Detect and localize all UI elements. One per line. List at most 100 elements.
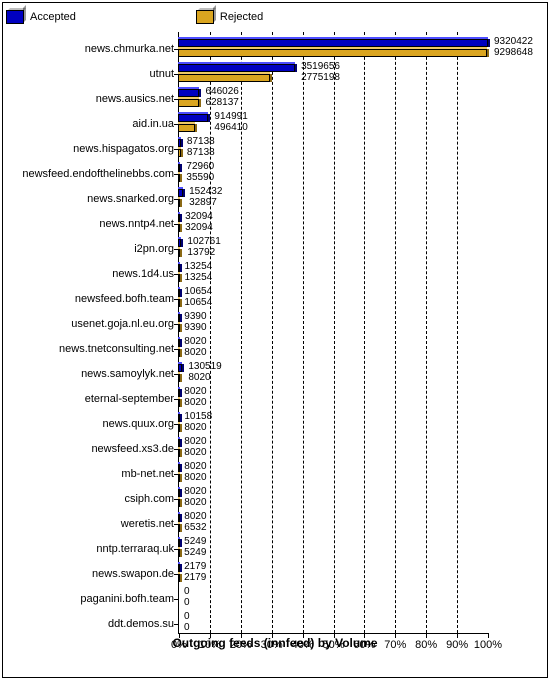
bar-rejected xyxy=(178,599,179,607)
y-label: news.1d4.us xyxy=(6,268,174,280)
legend: AcceptedRejected xyxy=(6,6,544,28)
bar-group: 80206532 xyxy=(178,513,488,534)
value-rejected: 8020 xyxy=(188,372,210,383)
value-accepted: 646026 xyxy=(205,86,238,97)
value-accepted: 130519 xyxy=(188,361,221,372)
value-accepted: 5249 xyxy=(184,536,206,547)
value-accepted: 10654 xyxy=(184,286,212,297)
table-row: newsfeed.xs3.de 80208020 xyxy=(6,436,544,461)
table-row: news.snarked.org15243232897 xyxy=(6,186,544,211)
value-accepted: 87138 xyxy=(187,136,215,147)
bar-group: 80208020 xyxy=(178,388,488,409)
bar-rejected xyxy=(178,624,179,632)
y-label: news.ausics.net xyxy=(6,93,174,105)
bar-group: 8713887138 xyxy=(178,138,488,159)
value-rejected: 2179 xyxy=(184,572,206,583)
legend-item: Accepted xyxy=(6,10,76,24)
table-row: news.nntp4.net3209432094 xyxy=(6,211,544,236)
value-accepted: 8020 xyxy=(184,486,206,497)
bar-accepted xyxy=(178,39,488,47)
table-row: news.chmurka.net93204229298648 xyxy=(6,36,544,61)
y-label: newsfeed.endofthelinebbs.com xyxy=(6,168,174,180)
value-accepted: 8020 xyxy=(184,336,206,347)
table-row: news.samoylyk.net 1305198020 xyxy=(6,361,544,386)
bar-group: 914991496410 xyxy=(178,113,488,134)
bar-group: 00 xyxy=(178,588,488,609)
bar-group: 21792179 xyxy=(178,563,488,584)
bar-group: 7296035590 xyxy=(178,163,488,184)
bar-rejected xyxy=(178,399,180,407)
value-accepted: 8020 xyxy=(184,511,206,522)
bar-group: 10276113792 xyxy=(178,238,488,259)
value-accepted: 914991 xyxy=(214,111,247,122)
value-accepted: 13254 xyxy=(184,261,212,272)
value-rejected: 9390 xyxy=(184,322,206,333)
bar-rejected xyxy=(178,549,180,557)
value-rejected: 628137 xyxy=(205,97,238,108)
bar-group: 80208020 xyxy=(178,438,488,459)
bar-group: 93909390 xyxy=(178,313,488,334)
bar-accepted xyxy=(178,89,199,97)
bar-rejected xyxy=(178,299,180,307)
y-label: eternal-september xyxy=(6,393,174,405)
table-row: news.quux.org101588020 xyxy=(6,411,544,436)
x-axis-title: Outgoing feeds (innfeed) by Volume xyxy=(6,636,544,650)
value-rejected: 10654 xyxy=(184,297,212,308)
bar-rejected xyxy=(178,524,180,532)
legend-label: Accepted xyxy=(30,11,76,23)
y-label: csiph.com xyxy=(6,493,174,505)
bar-group: 1065410654 xyxy=(178,288,488,309)
value-rejected: 9298648 xyxy=(494,47,533,58)
value-rejected: 8020 xyxy=(184,422,206,433)
table-row: news.1d4.us 1325413254 xyxy=(6,261,544,286)
bar-group: 80208020 xyxy=(178,463,488,484)
bar-rejected xyxy=(178,474,180,482)
bar-group: 1325413254 xyxy=(178,263,488,284)
table-row: utnut 35196562775198 xyxy=(6,61,544,86)
table-row: paganini.bofh.team00 xyxy=(6,586,544,611)
y-label: nntp.terraraq.uk xyxy=(6,543,174,555)
table-row: eternal-september 80208020 xyxy=(6,386,544,411)
value-rejected: 8020 xyxy=(184,347,206,358)
table-row: ddt.demos.su00 xyxy=(6,611,544,636)
bar-group: 80208020 xyxy=(178,338,488,359)
y-label: newsfeed.xs3.de xyxy=(6,443,174,455)
legend-swatch xyxy=(6,10,24,24)
y-label: aid.in.ua xyxy=(6,118,174,130)
y-label: news.swapon.de xyxy=(6,568,174,580)
value-accepted: 2179 xyxy=(184,561,206,572)
bar-group: 1305198020 xyxy=(178,363,488,384)
value-accepted: 9320422 xyxy=(494,36,533,47)
table-row: mb-net.net 80208020 xyxy=(6,461,544,486)
value-rejected: 8020 xyxy=(184,497,206,508)
y-label: usenet.goja.nl.eu.org xyxy=(6,318,174,330)
table-row: news.tnetconsulting.net80208020 xyxy=(6,336,544,361)
value-rejected: 13254 xyxy=(184,272,212,283)
y-label: utnut xyxy=(6,68,174,80)
value-accepted: 3519656 xyxy=(301,61,340,72)
y-label: news.samoylyk.net xyxy=(6,368,174,380)
bar-rejected xyxy=(178,224,180,232)
bar-group: 15243232897 xyxy=(178,188,488,209)
bar-group: 80208020 xyxy=(178,488,488,509)
bar-group: 101588020 xyxy=(178,413,488,434)
y-label: news.hispagatos.org xyxy=(6,143,174,155)
value-accepted: 152432 xyxy=(189,186,222,197)
y-label: newsfeed.bofh.team xyxy=(6,293,174,305)
value-rejected: 35590 xyxy=(186,172,214,183)
table-row: nntp.terraraq.uk52495249 xyxy=(6,536,544,561)
bar-rejected xyxy=(178,424,180,432)
y-label: i2pn.org xyxy=(6,243,174,255)
table-row: news.swapon.de 21792179 xyxy=(6,561,544,586)
value-rejected: 8020 xyxy=(184,472,206,483)
value-accepted: 10158 xyxy=(184,411,212,422)
bar-group: 646026628137 xyxy=(178,88,488,109)
value-rejected: 2775198 xyxy=(301,72,340,83)
table-row: csiph.com 80208020 xyxy=(6,486,544,511)
value-rejected: 13792 xyxy=(187,247,215,258)
y-label: weretis.net xyxy=(6,518,174,530)
bar-rejected xyxy=(178,274,180,282)
y-label: mb-net.net xyxy=(6,468,174,480)
value-rejected: 0 xyxy=(184,622,190,633)
legend-swatch xyxy=(196,10,214,24)
